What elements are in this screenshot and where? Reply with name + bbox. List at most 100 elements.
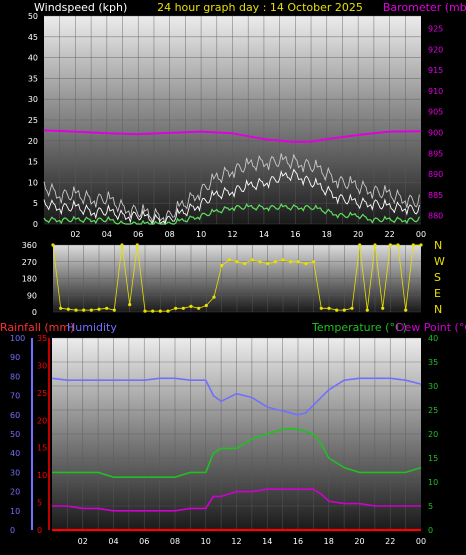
baro-y-tick: 905	[428, 108, 443, 117]
rain-y-tick: 0	[37, 526, 42, 535]
wind-y-tick: 50	[28, 12, 38, 21]
compass-label: W	[434, 255, 445, 268]
temp-y-tick: 10	[428, 478, 438, 487]
x-tick-label: 10	[201, 537, 211, 546]
rain-y-tick: 35	[37, 334, 47, 343]
rainfall-title: Rainfall (mm)	[0, 321, 74, 334]
baro-y-tick: 880	[428, 212, 443, 221]
rain-y-tick: 10	[37, 471, 47, 480]
x-tick-label: 04	[102, 230, 112, 239]
rain-y-tick: 20	[37, 416, 47, 425]
x-tick-label: 16	[290, 230, 300, 239]
wind-y-tick: 40	[28, 54, 38, 63]
graph-title: 24 hour graph day : 14 October 2025	[157, 1, 363, 14]
humidity-y-tick: 0	[10, 526, 15, 535]
barometer-series-line	[43, 129, 422, 143]
temp-y-tick: 25	[428, 406, 438, 415]
x-tick-label: 14	[262, 537, 272, 546]
wind-y-tick: 5	[33, 199, 38, 208]
x-tick-label: 16	[293, 537, 303, 546]
wind-y-tick: 35	[28, 74, 38, 83]
wind-y-tick: 20	[28, 137, 38, 146]
wind-y-tick: 10	[28, 178, 38, 187]
wind-average-series-line	[43, 202, 420, 225]
x-tick-label: 12	[227, 230, 237, 239]
wind-y-tick: 30	[28, 95, 38, 104]
x-tick-label: 10	[196, 230, 206, 239]
temp-y-tick: 15	[428, 454, 438, 463]
dir-y-tick: 180	[22, 275, 37, 284]
temp-y-tick: 5	[428, 502, 433, 511]
baro-y-tick: 915	[428, 66, 443, 75]
humidity-y-tick: 50	[10, 430, 20, 439]
compass-label: N	[434, 239, 442, 252]
temp-y-tick: 40	[428, 334, 438, 343]
humidity-y-tick: 70	[10, 392, 20, 401]
compass-label: N	[434, 303, 442, 316]
humidity-series-line	[51, 377, 422, 416]
baro-y-tick: 890	[428, 170, 443, 179]
humidity-y-tick: 60	[10, 411, 20, 420]
dewpoint-series-line	[52, 488, 421, 512]
x-tick-label: 02	[78, 537, 88, 546]
temp-y-tick: 20	[428, 430, 438, 439]
dir-y-tick: 360	[22, 241, 37, 250]
x-tick-label: 08	[165, 230, 175, 239]
baro-y-tick: 910	[428, 87, 443, 96]
x-tick-label: 18	[322, 230, 332, 239]
x-tick-label: 22	[385, 537, 395, 546]
temperature-series-line	[52, 428, 422, 479]
dewpoint-title: Dew Point (°C)	[396, 321, 466, 334]
x-tick-label: 06	[139, 537, 149, 546]
wind-y-tick: 45	[28, 33, 38, 42]
temp-y-tick: 35	[428, 358, 438, 367]
compass-label: E	[434, 287, 441, 300]
windspeed-series-line	[43, 168, 420, 226]
baro-y-tick: 900	[428, 128, 443, 137]
humidity-title: Humidity	[67, 321, 117, 334]
baro-y-tick: 895	[428, 149, 443, 158]
compass-label: S	[434, 271, 441, 284]
windspeed-title: Windspeed (kph)	[34, 1, 127, 14]
temp-y-tick: 30	[428, 382, 438, 391]
humidity-y-tick: 100	[10, 334, 25, 343]
x-tick-label: 14	[259, 230, 269, 239]
dir-y-tick: 90	[27, 291, 37, 300]
humidity-y-tick: 40	[10, 449, 20, 458]
temperature-title: Temperature (°C)	[311, 321, 407, 334]
humidity-y-tick: 10	[10, 507, 20, 516]
baro-y-tick: 920	[428, 45, 443, 54]
wind-y-tick: 25	[28, 116, 38, 125]
rain-y-tick: 5	[37, 499, 42, 508]
humidity-y-tick: 30	[10, 468, 20, 477]
gust-series-line	[43, 153, 420, 225]
x-tick-label: 20	[354, 537, 364, 546]
wind-y-tick: 15	[28, 158, 38, 167]
humidity-y-tick: 20	[10, 488, 20, 497]
dir-y-tick: 0	[32, 308, 37, 317]
baro-y-tick: 925	[428, 24, 443, 33]
x-tick-label: 08	[170, 537, 180, 546]
x-tick-label: 02	[70, 230, 80, 239]
wind-y-tick: 0	[33, 220, 38, 229]
x-tick-label: 12	[231, 537, 241, 546]
baro-y-tick: 885	[428, 191, 443, 200]
humidity-y-tick: 90	[10, 353, 20, 362]
rain-y-tick: 30	[37, 361, 47, 370]
x-tick-label: 06	[133, 230, 143, 239]
rain-y-tick: 15	[37, 444, 47, 453]
dir-y-tick: 270	[22, 258, 37, 267]
x-tick-label: 00	[416, 230, 426, 239]
direction-series-line	[52, 244, 421, 312]
humidity-y-tick: 80	[10, 372, 20, 381]
x-tick-label: 22	[384, 230, 394, 239]
barometer-title: Barometer (mb)	[383, 1, 466, 14]
temp-y-tick: 0	[428, 526, 433, 535]
x-tick-label: 20	[353, 230, 363, 239]
x-tick-label: 00	[416, 537, 426, 546]
rain-y-tick: 25	[37, 389, 47, 398]
x-tick-label: 04	[108, 537, 118, 546]
x-tick-label: 18	[324, 537, 334, 546]
